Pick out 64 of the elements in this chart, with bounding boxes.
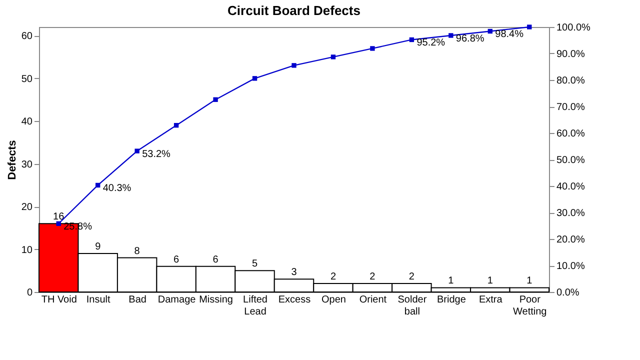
x-tick-label: TH Void — [41, 294, 77, 306]
data-label: 5 — [252, 258, 258, 270]
point — [409, 37, 414, 42]
y2-tick-label: 90.0% — [556, 49, 585, 60]
point — [96, 182, 100, 188]
data-label: 16 — [53, 212, 65, 223]
data-label: 1 — [448, 276, 454, 287]
x-tick-label: Bad — [128, 294, 146, 306]
data-label: 3 — [291, 267, 298, 278]
x-tick-label: Extra — [478, 294, 503, 306]
data-label: 53.2% — [142, 149, 171, 160]
point — [448, 33, 454, 38]
x-tick-label: Poor Wetting — [513, 294, 547, 318]
point — [56, 221, 61, 226]
y2-tick-label: 80.0% — [556, 76, 585, 86]
data-label: 2 — [330, 271, 336, 282]
x-tick-label: Orient — [359, 294, 387, 306]
x-tick-label: Bridge — [436, 294, 466, 306]
data-label: 2 — [408, 271, 415, 282]
point — [527, 24, 532, 30]
data-label: 9 — [95, 242, 102, 253]
data-label: 8 — [134, 246, 140, 257]
data-label: 95.2% — [416, 38, 446, 49]
x-tick-label: Insult — [86, 294, 111, 306]
point — [488, 28, 492, 34]
x-tick-label: Missing — [199, 294, 233, 306]
data-label: 1 — [487, 276, 494, 287]
point — [370, 46, 375, 51]
data-label: 1 — [526, 276, 533, 287]
data-label: 98.4% — [495, 29, 524, 40]
data-label: 2 — [370, 271, 376, 282]
y2-tick-label: 30.0% — [556, 208, 585, 219]
data-label: 40.3% — [102, 183, 132, 194]
y2-tick-label: 60.0% — [556, 128, 585, 140]
data-label: 6 — [174, 254, 180, 266]
y-tick-label: 0 — [26, 288, 33, 298]
chart-title: Circuit Board Defects — [228, 3, 360, 18]
point — [330, 54, 336, 60]
y2-tick-label: 100.0% — [556, 22, 591, 34]
y-tick-label: 30 — [21, 159, 33, 170]
point — [174, 122, 179, 128]
x-tick-label: Solder ball — [398, 294, 428, 318]
y-tick-label: 40 — [21, 116, 33, 128]
y-tick-label: 10 — [21, 244, 33, 256]
y2-tick-label: 70.0% — [556, 102, 585, 113]
point — [213, 97, 218, 102]
x-tick-label: Damage — [158, 294, 196, 306]
point — [134, 148, 140, 154]
data-label: 96.8% — [456, 33, 484, 44]
point — [252, 76, 258, 81]
x-tick-label: Lifted Lead — [243, 294, 268, 318]
y2-tick-label: 50.0% — [556, 155, 585, 166]
y2-tick-label: 40.0% — [556, 182, 585, 192]
y2-tick-label: 20.0% — [556, 234, 585, 246]
y-tick-label: 20 — [21, 202, 33, 214]
y-tick-label: 60 — [21, 31, 33, 42]
x-tick-label: Excess — [278, 294, 311, 306]
point — [292, 63, 296, 68]
y2-tick-label: 10.0% — [556, 261, 585, 272]
x-tick-label: Open — [321, 294, 346, 306]
y-axis-title: Defects — [6, 140, 18, 180]
data-label: 6 — [212, 254, 219, 266]
y2-tick-label: 0.0% — [556, 288, 580, 298]
y-tick-label: 50 — [21, 74, 33, 85]
